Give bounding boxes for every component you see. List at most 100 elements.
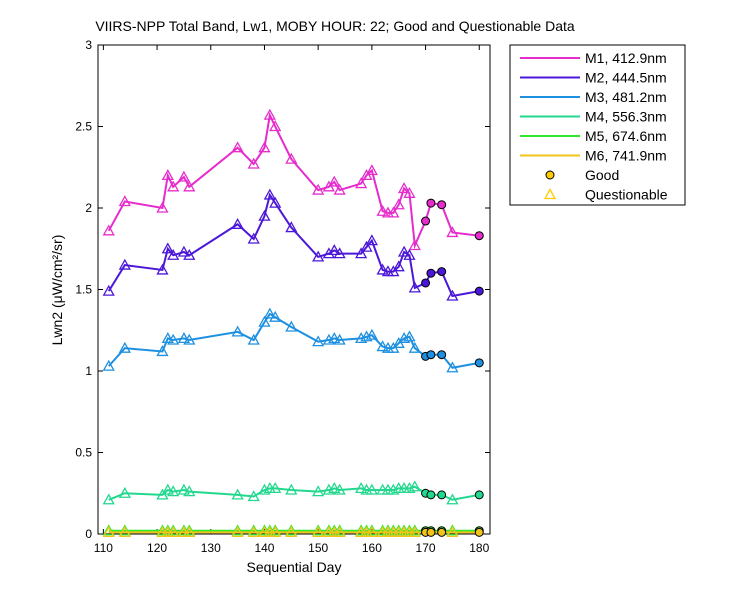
questionable-point xyxy=(167,485,180,497)
questionable-point xyxy=(446,526,459,538)
questionable-point xyxy=(408,524,421,536)
questionable-point xyxy=(102,284,115,296)
questionable-point xyxy=(328,332,341,344)
legend-label: M4, 556.3nm xyxy=(585,109,667,125)
questionable-point xyxy=(446,226,459,238)
questionable-point xyxy=(263,188,276,200)
legend-label: M6, 741.9nm xyxy=(585,148,667,164)
questionable-point xyxy=(365,483,378,495)
x-tick-label: 120 xyxy=(147,541,167,555)
questionable-point xyxy=(161,483,174,495)
questionable-point xyxy=(118,486,131,498)
good-point xyxy=(474,286,484,296)
questionable-point xyxy=(387,206,400,218)
questionable-point xyxy=(102,224,115,236)
series-layer xyxy=(102,108,484,538)
questionable-point xyxy=(183,333,196,345)
questionable-point xyxy=(403,248,416,260)
questionable-point xyxy=(376,340,389,352)
legend-label: M1, 412.9nm xyxy=(585,50,667,66)
questionable-point xyxy=(167,524,180,536)
questionable-point xyxy=(156,263,169,275)
questionable-point xyxy=(269,482,282,494)
questionable-point xyxy=(258,315,271,327)
legend-marker-good xyxy=(545,170,555,180)
questionable-point xyxy=(328,244,341,256)
questionable-point xyxy=(408,480,421,492)
x-tick-label: 150 xyxy=(308,541,328,555)
questionable-point xyxy=(360,240,373,252)
questionable-point xyxy=(355,177,368,189)
questionable-point xyxy=(263,307,276,319)
series-4 xyxy=(102,480,484,505)
questionable-point xyxy=(118,526,131,538)
good-point xyxy=(437,267,447,277)
questionable-point xyxy=(269,524,282,536)
questionable-point xyxy=(376,263,389,275)
series-line xyxy=(107,192,480,298)
questionable-point xyxy=(392,198,405,210)
legend-label: Good xyxy=(585,167,619,183)
questionable-point xyxy=(269,120,282,132)
chart-title: VIIRS-NPP Total Band, Lw1, MOBY HOUR: 22… xyxy=(95,18,575,34)
x-tick-label: 180 xyxy=(469,541,489,555)
questionable-point xyxy=(258,141,271,153)
questionable-point xyxy=(183,485,196,497)
legend-marker-questionable xyxy=(543,188,557,200)
questionable-point xyxy=(403,186,416,198)
questionable-point xyxy=(177,170,191,182)
questionable-point xyxy=(333,526,346,538)
questionable-point xyxy=(312,250,325,262)
good-point xyxy=(474,231,484,241)
questionable-point xyxy=(322,247,336,259)
questionable-point xyxy=(365,234,378,246)
legend-label: M5, 674.6nm xyxy=(585,128,667,144)
questionable-point xyxy=(231,141,244,153)
questionable-point xyxy=(397,245,411,257)
questionable-point xyxy=(446,493,459,505)
questionable-point xyxy=(118,341,131,353)
questionable-point xyxy=(263,108,276,120)
questionable-point xyxy=(161,169,174,181)
questionable-point xyxy=(408,341,421,353)
questionable-point xyxy=(285,152,298,164)
questionable-point xyxy=(118,195,131,207)
questionable-point xyxy=(403,330,416,342)
good-point xyxy=(437,527,447,537)
questionable-point xyxy=(333,524,346,536)
questionable-point xyxy=(312,335,325,347)
questionable-point xyxy=(312,526,325,538)
good-point xyxy=(421,216,431,226)
good-point xyxy=(426,350,436,360)
plot-area xyxy=(97,44,491,535)
questionable-point xyxy=(328,175,341,187)
questionable-point xyxy=(161,242,174,254)
good-point xyxy=(474,527,484,537)
questionable-point xyxy=(392,260,405,272)
y-tick-label: 2 xyxy=(85,201,92,215)
good-point xyxy=(474,358,484,368)
y-tick-label: 1 xyxy=(85,364,92,378)
series-3 xyxy=(102,307,484,373)
y-tick-label: 3 xyxy=(85,38,92,52)
good-point xyxy=(421,278,431,288)
questionable-point xyxy=(231,325,244,337)
legend-box xyxy=(509,44,686,206)
questionable-point xyxy=(231,524,244,536)
x-axis-label: Sequential Day xyxy=(247,559,342,575)
questionable-point xyxy=(333,247,346,259)
questionable-point xyxy=(183,180,196,192)
series-1 xyxy=(102,108,484,251)
questionable-point xyxy=(156,345,169,357)
questionable-point xyxy=(247,490,260,502)
good-point xyxy=(426,527,436,537)
questionable-point xyxy=(446,361,459,373)
questionable-point xyxy=(408,239,421,251)
y-tick-label: 0 xyxy=(85,527,92,541)
questionable-point xyxy=(365,328,378,340)
good-point xyxy=(474,490,484,500)
questionable-point xyxy=(312,183,325,195)
y-tick-label: 1.5 xyxy=(75,283,92,297)
questionable-point xyxy=(177,483,191,495)
